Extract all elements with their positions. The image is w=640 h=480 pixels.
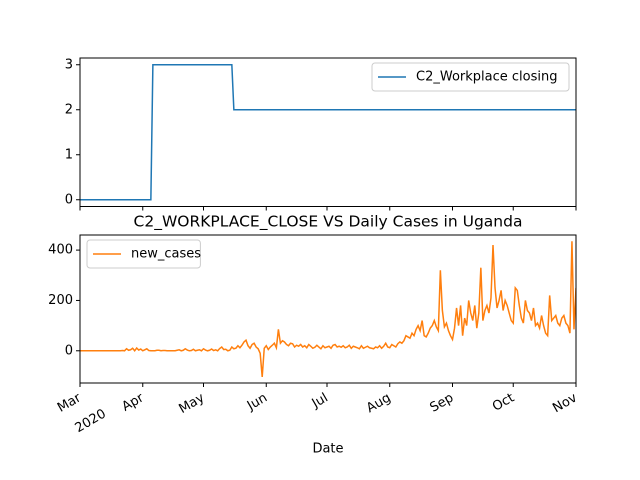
axes-frame [79,234,577,384]
y-tick-label: 0 [65,192,73,207]
legend-box [86,239,201,269]
y-tick-label: 400 [48,243,73,258]
x-axis-label: Date [312,442,343,457]
y-tick-label: 3 [65,57,73,72]
legend-label: C2_Workplace closing [416,70,557,85]
axes-frame [79,57,577,207]
plot-area [80,241,576,378]
data-line [80,241,576,378]
data-line [80,64,576,201]
legend-box [371,62,570,92]
y-tick-label: 1 [65,147,73,162]
y-tick-label: 2 [65,102,73,117]
y-tick-label: 200 [48,293,73,308]
plot-area [80,64,576,201]
y-tick-label: 0 [65,343,73,358]
chart-title: C2_WORKPLACE_CLOSE VS Daily Cases in Uga… [134,213,523,232]
legend-label: new_cases [131,247,201,262]
x-tick-label: Jul [309,391,331,412]
